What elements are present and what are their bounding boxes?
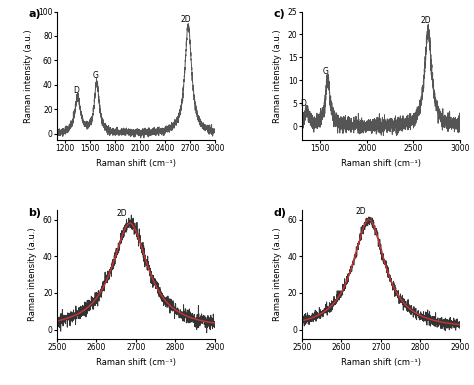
Text: 2D: 2D bbox=[420, 16, 431, 25]
X-axis label: Raman shift (cm⁻¹): Raman shift (cm⁻¹) bbox=[96, 358, 176, 367]
Text: D: D bbox=[73, 85, 79, 95]
Text: G: G bbox=[92, 71, 98, 80]
Text: G: G bbox=[323, 67, 329, 76]
Y-axis label: Raman intensity (a.u.): Raman intensity (a.u.) bbox=[28, 228, 37, 321]
Text: d): d) bbox=[273, 208, 286, 218]
Text: a): a) bbox=[28, 9, 41, 19]
Y-axis label: Raman intensity (a.u.): Raman intensity (a.u.) bbox=[273, 228, 283, 321]
Y-axis label: Raman intensity (a.u.): Raman intensity (a.u.) bbox=[273, 29, 283, 122]
Text: D: D bbox=[301, 99, 307, 108]
Text: 2D: 2D bbox=[117, 209, 128, 218]
X-axis label: Raman shift (cm⁻¹): Raman shift (cm⁻¹) bbox=[341, 159, 421, 167]
Y-axis label: Raman intensity (a.u.): Raman intensity (a.u.) bbox=[24, 29, 33, 122]
Text: 2D: 2D bbox=[181, 15, 191, 24]
X-axis label: Raman shift (cm⁻¹): Raman shift (cm⁻¹) bbox=[96, 159, 176, 167]
Text: b): b) bbox=[28, 208, 41, 218]
Text: c): c) bbox=[273, 9, 285, 19]
X-axis label: Raman shift (cm⁻¹): Raman shift (cm⁻¹) bbox=[341, 358, 421, 367]
Text: 2D: 2D bbox=[356, 207, 366, 216]
